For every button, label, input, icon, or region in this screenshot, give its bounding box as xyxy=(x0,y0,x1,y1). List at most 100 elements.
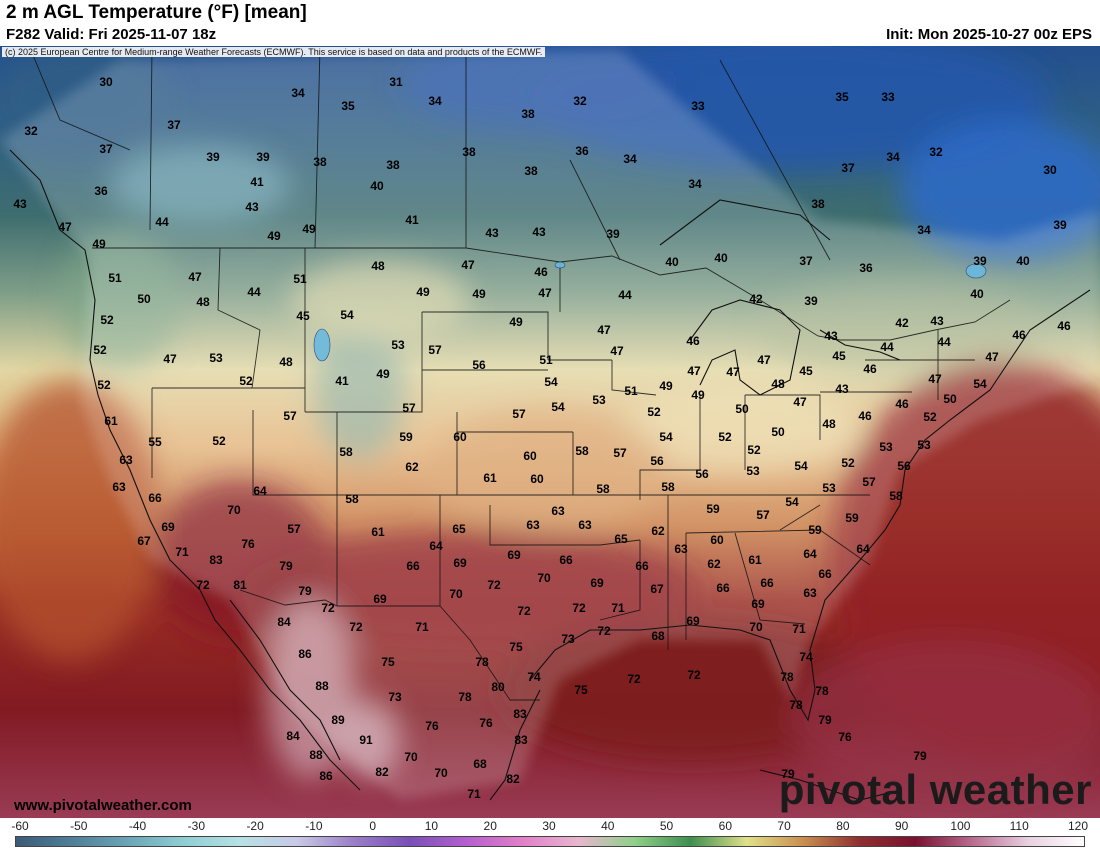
temperature-label: 70 xyxy=(227,503,241,517)
temperature-label: 78 xyxy=(458,690,472,704)
temperature-label: 47 xyxy=(597,323,611,337)
temperature-label: 53 xyxy=(917,438,931,452)
temperature-label: 79 xyxy=(298,584,312,598)
colorbar-tick-label: 80 xyxy=(836,819,850,833)
temperature-label: 53 xyxy=(879,440,893,454)
colorbar-tick-label: -60 xyxy=(11,819,29,833)
temperature-label: 70 xyxy=(537,571,551,585)
temperature-label: 38 xyxy=(386,158,400,172)
temperature-label: 52 xyxy=(647,405,661,419)
temperature-label: 65 xyxy=(452,522,466,536)
temperature-label: 58 xyxy=(575,444,589,458)
temperature-label: 38 xyxy=(811,197,825,211)
temperature-label: 51 xyxy=(108,271,122,285)
temperature-label: 46 xyxy=(863,362,877,376)
temperature-label: 61 xyxy=(104,414,118,428)
temperature-label: 49 xyxy=(691,388,705,402)
temperature-label: 49 xyxy=(659,379,673,393)
temperature-label: 58 xyxy=(661,480,675,494)
temperature-label: 71 xyxy=(611,601,625,615)
website-link[interactable]: www.pivotalweather.com xyxy=(14,797,192,814)
temperature-label: 45 xyxy=(799,364,813,378)
temperature-label: 30 xyxy=(1043,163,1057,177)
temperature-label: 40 xyxy=(970,287,984,301)
temperature-map[interactable]: 30 31 34 34 35 32 33 35 33 32 37 38 37 39 39 38 38 38 36 34… xyxy=(0,46,1100,818)
temperature-label: 41 xyxy=(250,175,264,189)
temperature-label: 52 xyxy=(747,443,761,457)
temperature-label: 71 xyxy=(175,545,189,559)
temperature-label: 49 xyxy=(267,229,281,243)
temperature-label: 59 xyxy=(808,523,822,537)
colorbar-tick-label: 20 xyxy=(483,819,497,833)
temperature-label: 66 xyxy=(818,567,832,581)
temperature-label: 40 xyxy=(1016,254,1030,268)
temperature-label: 58 xyxy=(596,482,610,496)
colorbar-tick-label: 50 xyxy=(659,819,674,833)
temperature-label: 62 xyxy=(707,557,721,571)
temperature-label: 54 xyxy=(659,430,673,444)
temperature-label: 56 xyxy=(897,459,911,473)
temperature-label: 69 xyxy=(373,592,387,606)
temperature-label: 43 xyxy=(13,197,27,211)
map-header: 2 m AGL Temperature (°F) [mean] F282 Val… xyxy=(0,0,1100,46)
colorbar-tick-label: 10 xyxy=(424,819,439,833)
landmass-shading xyxy=(0,50,1100,800)
temperature-label: 66 xyxy=(148,491,162,505)
temperature-label: 60 xyxy=(530,472,544,486)
temperature-label: 36 xyxy=(859,261,873,275)
temperature-label: 86 xyxy=(298,647,312,661)
temperature-label: 39 xyxy=(804,294,818,308)
temperature-label: 59 xyxy=(845,511,859,525)
temperature-label: 36 xyxy=(575,144,589,158)
temperature-label: 30 xyxy=(99,75,113,89)
temperature-label: 54 xyxy=(340,308,354,322)
temperature-label: 55 xyxy=(148,435,162,449)
temperature-label: 43 xyxy=(245,200,259,214)
temperature-label: 44 xyxy=(937,335,951,349)
temperature-label: 81 xyxy=(233,578,247,592)
map-canvas[interactable]: 30 31 34 34 35 32 33 35 33 32 37 38 37 39 39 38 38 38 36 34… xyxy=(0,46,1100,818)
temperature-label: 38 xyxy=(521,107,535,121)
temperature-label: 54 xyxy=(973,377,987,391)
temperature-label: 66 xyxy=(716,581,730,595)
temperature-label: 50 xyxy=(137,292,151,306)
temperature-label: 64 xyxy=(253,484,267,498)
temperature-label: 91 xyxy=(359,733,373,747)
temperature-label: 76 xyxy=(241,537,255,551)
temperature-label: 53 xyxy=(746,464,760,478)
temperature-label: 43 xyxy=(824,329,838,343)
temperature-label: 83 xyxy=(209,553,223,567)
temperature-label: 69 xyxy=(686,614,700,628)
temperature-label: 84 xyxy=(277,615,291,629)
temperature-label: 60 xyxy=(710,533,724,547)
temperature-label: 57 xyxy=(428,343,442,357)
temperature-label: 89 xyxy=(331,713,345,727)
temperature-label: 67 xyxy=(137,534,151,548)
coastlines xyxy=(9,149,1091,801)
temperature-label: 47 xyxy=(188,270,202,284)
temperature-label: 45 xyxy=(296,309,310,323)
temperature-label: 69 xyxy=(507,548,521,562)
temperature-label: 52 xyxy=(97,378,111,392)
temperature-label: 57 xyxy=(512,407,526,421)
temperature-label: 46 xyxy=(858,409,872,423)
temperature-label: 48 xyxy=(279,355,293,369)
temperature-label: 50 xyxy=(735,402,749,416)
temperature-label: 59 xyxy=(706,502,720,516)
temperature-label: 52 xyxy=(239,374,253,388)
temperature-label: 53 xyxy=(592,393,606,407)
temperature-label: 59 xyxy=(399,430,413,444)
temperature-label: 34 xyxy=(291,86,305,100)
temperature-label: 51 xyxy=(624,384,638,398)
temperature-label: 75 xyxy=(381,655,395,669)
temperature-label: 43 xyxy=(532,225,546,239)
temperature-label: 73 xyxy=(388,690,402,704)
temperature-label: 71 xyxy=(792,622,806,636)
temperature-values: 30 31 34 34 35 32 33 35 33 32 37 38 37 39 39 38 38 38 36 34… xyxy=(13,75,1071,801)
temperature-label: 44 xyxy=(155,215,169,229)
temperature-label: 78 xyxy=(789,698,803,712)
temperature-label: 32 xyxy=(573,94,587,108)
temperature-label: 34 xyxy=(917,223,931,237)
temperature-label: 64 xyxy=(856,542,870,556)
temperature-label: 66 xyxy=(635,559,649,573)
